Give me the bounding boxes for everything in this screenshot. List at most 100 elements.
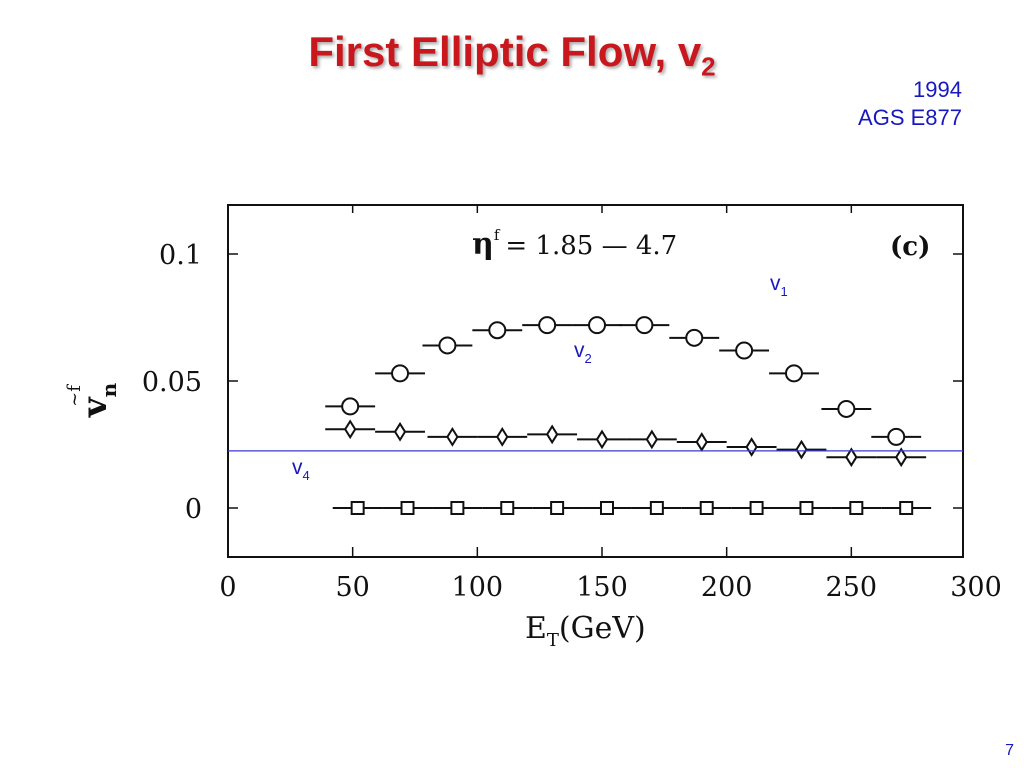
diamond-point [876,447,927,468]
x-tick-label: 300 [950,572,1002,603]
square-marker [899,501,914,515]
square-marker [400,501,415,515]
y-tick-label: 0.1 [159,240,202,271]
diamond-marker [695,432,708,452]
diamond-marker [545,424,559,445]
x-axis-label-unit: (GeV) [559,611,646,646]
circle-marker [391,364,410,383]
circle-marker [635,316,654,335]
v1-annotation-sub: 1 [781,284,788,299]
circle-point [472,321,523,340]
diamond-marker [496,426,509,447]
v4-annotation-sub: 4 [303,468,310,483]
y-tick-label: 0 [185,494,202,525]
diamond-point [626,429,677,450]
square-point [532,501,583,515]
square-point [731,501,782,515]
y-tick-label: 0.05 [142,367,202,398]
diamond-point [427,426,478,447]
slide-title: First Elliptic Flow, v2 [0,28,1024,82]
diamond-point [726,437,777,457]
circle-point [619,316,670,335]
diamond-marker [393,421,407,442]
panel-label: (c) [890,232,930,262]
circle-marker [341,397,360,416]
square-point [382,501,433,515]
eta-superscript: f [494,226,501,244]
x-axis-label-sub: T [547,630,559,651]
x-tick-labels: 0 50 100 150 200 250 300 [219,572,1001,603]
x-tick-label: 50 [335,572,369,603]
circle-point [669,328,720,347]
diamond-marker [845,447,858,468]
square-point [681,501,732,515]
diamond-marker [795,439,808,460]
diamond-marker [895,447,908,468]
v1-annotation: v1 [770,272,788,299]
eta-range-label: ηf = 1.85 — 4.7 [472,226,677,262]
slide-title-text: First Elliptic Flow, v [308,28,702,75]
circle-marker [837,399,856,418]
square-marker [350,501,365,515]
diamond-point [776,439,827,460]
circle-marker [488,321,507,340]
x-tick-label: 0 [219,572,236,603]
y-axis-label: vn ~f [64,382,121,418]
diamond-point [527,424,578,445]
v1-annotation-main: v [770,272,781,295]
square-point [332,501,383,515]
circle-point [522,316,573,335]
diamond-marker [745,437,758,457]
x-tick-label: 100 [452,572,504,603]
x-tick-label: 150 [576,572,628,603]
data-series [325,316,932,515]
slide-title-subscript: 2 [701,51,716,82]
x-tick-label: 250 [826,572,878,603]
circle-marker [588,316,607,335]
square-marker [849,501,864,515]
square-marker [649,501,664,515]
series-circle [325,316,922,446]
diamond-marker [595,429,609,450]
experiment-note: 1994 AGS E877 [858,76,962,132]
axis-ticks [228,205,963,557]
square-point [781,501,832,515]
y-axis-label-sub: n [97,382,121,397]
square-point [482,501,533,515]
x-axis-label: ET(GeV) [525,611,646,651]
circle-point [769,364,819,383]
experiment-name: AGS E877 [858,105,962,130]
slide-number: 7 [1005,742,1014,759]
square-point [881,501,932,515]
diamond-marker [343,419,357,440]
diamond-point [826,447,877,468]
circle-point [719,341,770,360]
square-marker [450,501,465,515]
circle-point [572,316,622,335]
circle-marker [685,328,704,347]
square-point [582,501,632,515]
square-point [831,501,882,515]
circle-point [325,397,376,416]
series-square [332,501,932,515]
circle-point [871,427,922,446]
circle-marker [887,427,906,446]
square-marker [500,501,515,515]
square-point [631,501,682,515]
eta-symbol: η [472,227,494,262]
square-marker [699,501,714,515]
y-tick-labels: 0 0.05 0.1 [142,240,202,525]
square-point [432,501,483,515]
svg-text:vn: vn [75,382,121,418]
diamond-point [676,432,727,452]
x-tick-label: 200 [701,572,753,603]
v2-annotation-sub: 2 [585,351,592,366]
square-marker [799,501,814,515]
y-axis-label-super: ~f [64,384,85,407]
series-diamond [325,419,927,468]
diamond-point [375,421,425,442]
circle-point [821,399,872,418]
eta-range-value: = 1.85 — 4.7 [505,231,677,261]
diamond-point [477,426,528,447]
